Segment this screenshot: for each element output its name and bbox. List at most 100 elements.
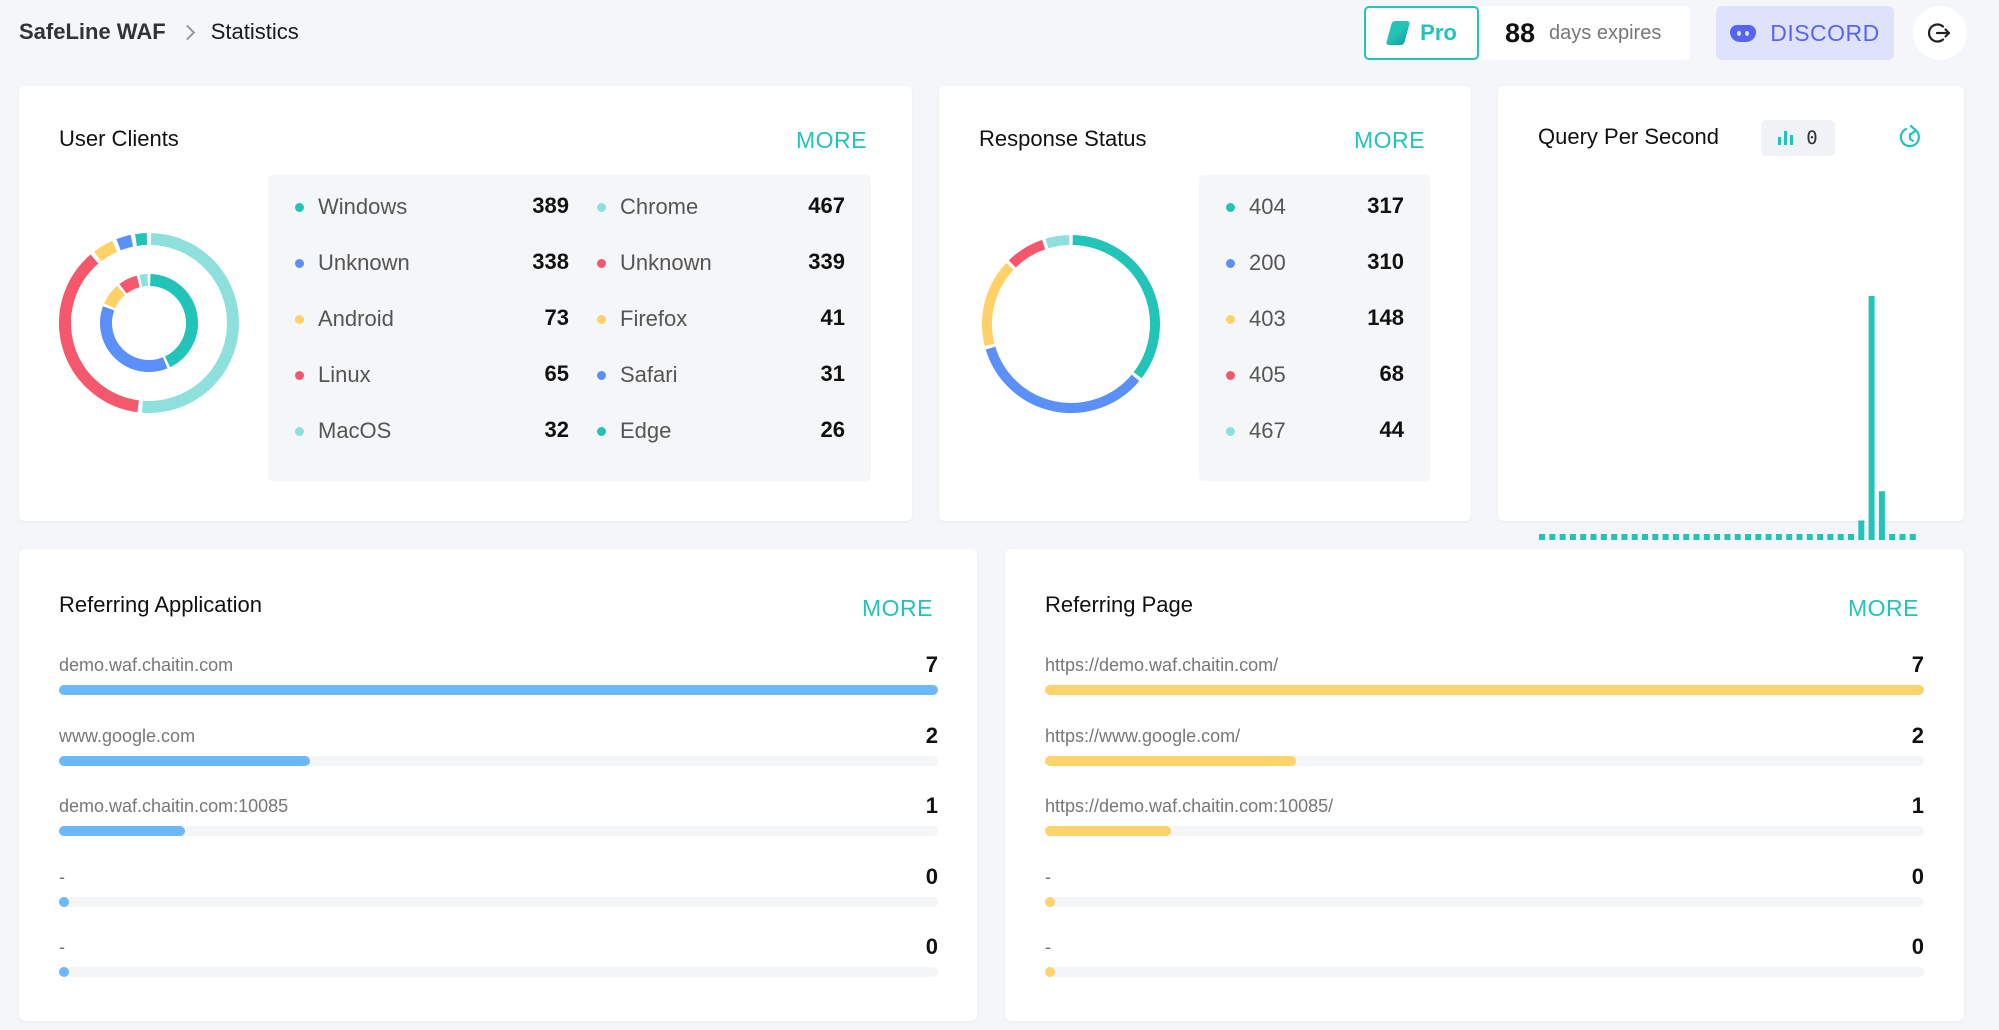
qps-bar[interactable]	[1775, 534, 1782, 540]
browser-legend-name: Unknown	[620, 250, 712, 275]
qps-bar[interactable]	[1714, 534, 1721, 540]
qps-bar[interactable]	[1569, 534, 1576, 540]
qps-bar[interactable]	[1621, 534, 1628, 540]
qps-bar[interactable]	[1868, 296, 1875, 540]
status-slice-4[interactable]	[1045, 235, 1070, 249]
browser-slice-0[interactable]	[141, 233, 239, 413]
qps-bar[interactable]	[1899, 534, 1906, 540]
qps-bar[interactable]	[1631, 534, 1638, 540]
ref-page-row[interactable]: https://www.google.com/2	[1045, 723, 1924, 768]
browser-slice-4[interactable]	[135, 233, 148, 246]
qps-bar[interactable]	[1796, 534, 1803, 540]
status-legend-name: 467	[1249, 418, 1286, 443]
browser-slice-1[interactable]	[59, 254, 140, 413]
qps-bar[interactable]	[1693, 534, 1700, 540]
browser-legend-item[interactable]: Chrome	[597, 192, 698, 222]
qps-bar[interactable]	[1806, 534, 1813, 540]
qps-bar[interactable]	[1755, 534, 1762, 540]
ref-page-row[interactable]: https://demo.waf.chaitin.com/7	[1045, 652, 1924, 697]
status-slice-2[interactable]	[982, 262, 1014, 347]
ref-page-row[interactable]: https://demo.waf.chaitin.com:10085/1	[1045, 793, 1924, 838]
ref-page-label: -	[1045, 937, 1051, 958]
ref-app-row[interactable]: demo.waf.chaitin.com:10085 1	[59, 793, 938, 838]
os-slice-2[interactable]	[104, 285, 126, 309]
status-legend-item[interactable]: 405	[1226, 360, 1286, 390]
qps-bar[interactable]	[1549, 534, 1556, 540]
referring-page-title: Referring Page	[1045, 592, 1193, 617]
response-status-legend: 404 317 200 310 403 148 405 68 467 44	[1199, 175, 1430, 481]
response-status-more-link[interactable]: MORE	[1354, 127, 1425, 153]
qps-bar[interactable]	[1642, 534, 1648, 540]
status-slice-0[interactable]	[1072, 235, 1160, 379]
browser-legend-name: Firefox	[620, 306, 688, 331]
browser-slice-3[interactable]	[116, 234, 134, 251]
qps-bar[interactable]	[1837, 534, 1844, 540]
os-legend-item[interactable]: Windows	[295, 192, 407, 222]
ref-app-row[interactable]: -0	[59, 864, 938, 909]
qps-bar[interactable]	[1909, 534, 1916, 540]
ref-app-progress-fill	[59, 896, 69, 907]
discord-button[interactable]: DISCORD	[1716, 6, 1894, 60]
qps-bar[interactable]	[1848, 534, 1854, 540]
qps-bar[interactable]	[1827, 534, 1834, 540]
breadcrumb-app-name[interactable]: SafeLine WAF	[19, 19, 166, 44]
browser-legend-item[interactable]: Unknown	[597, 248, 712, 278]
legend-dot-icon	[597, 426, 606, 436]
referring-application-more-link[interactable]: MORE	[862, 595, 933, 621]
ref-app-label: -	[59, 866, 65, 887]
ref-page-row[interactable]: -0	[1045, 864, 1924, 909]
ref-page-label: -	[1045, 866, 1051, 887]
refresh-icon[interactable]	[1895, 122, 1925, 152]
legend-dot-icon	[597, 370, 606, 380]
ref-app-row[interactable]: demo.waf.chaitin.com 7	[59, 652, 938, 697]
qps-bar[interactable]	[1858, 520, 1865, 540]
qps-bar[interactable]	[1539, 534, 1545, 540]
qps-bar[interactable]	[1703, 534, 1710, 540]
status-legend-value: 148	[1367, 305, 1404, 330]
qps-bar[interactable]	[1559, 534, 1566, 540]
os-legend-item[interactable]: Android	[295, 304, 394, 334]
status-legend-item[interactable]: 403	[1226, 304, 1286, 334]
qps-bar[interactable]	[1724, 534, 1731, 540]
referring-page-more-link[interactable]: MORE	[1848, 595, 1919, 621]
qps-bar[interactable]	[1652, 534, 1659, 540]
browser-legend-item[interactable]: Edge	[597, 416, 671, 446]
ref-app-label: www.google.com	[59, 725, 196, 746]
qps-bar[interactable]	[1734, 534, 1741, 540]
status-legend-item[interactable]: 200	[1226, 248, 1286, 278]
qps-bar[interactable]	[1817, 534, 1824, 540]
qps-bar[interactable]	[1611, 534, 1618, 540]
status-slice-1[interactable]	[985, 346, 1140, 413]
qps-bar[interactable]	[1889, 534, 1896, 540]
qps-bar[interactable]	[1580, 534, 1587, 540]
pro-button[interactable]: Pro	[1364, 6, 1479, 60]
os-legend-item[interactable]: Unknown	[295, 248, 410, 278]
os-slice-1[interactable]	[100, 306, 168, 372]
qps-bar[interactable]	[1662, 534, 1669, 540]
ref-app-row[interactable]: www.google.com 2	[59, 723, 938, 768]
os-slice-3[interactable]	[119, 275, 140, 294]
os-slice-0[interactable]	[149, 274, 198, 368]
os-slice-4[interactable]	[139, 274, 149, 287]
browser-slice-2[interactable]	[94, 240, 118, 262]
pro-label: Pro	[1420, 20, 1457, 45]
qps-bar[interactable]	[1745, 534, 1751, 540]
ref-app-row[interactable]: -0	[59, 934, 938, 979]
qps-bar[interactable]	[1683, 534, 1690, 540]
os-legend-item[interactable]: MacOS	[295, 416, 391, 446]
browser-legend-item[interactable]: Firefox	[597, 304, 687, 334]
qps-bar[interactable]	[1786, 534, 1793, 540]
qps-bar[interactable]	[1765, 534, 1772, 540]
os-legend-item[interactable]: Linux	[295, 360, 371, 390]
logout-button[interactable]	[1913, 6, 1967, 60]
user-clients-more-link[interactable]: MORE	[796, 127, 867, 153]
qps-bar[interactable]	[1672, 534, 1679, 540]
ref-page-row[interactable]: -0	[1045, 934, 1924, 979]
qps-bar[interactable]	[1590, 534, 1597, 540]
status-legend-item[interactable]: 467	[1226, 416, 1286, 446]
qps-bar[interactable]	[1600, 534, 1607, 540]
browser-legend-item[interactable]: Safari	[597, 360, 677, 390]
status-slice-3[interactable]	[1008, 239, 1046, 268]
status-legend-item[interactable]: 404	[1226, 192, 1286, 222]
qps-bar[interactable]	[1878, 491, 1885, 540]
